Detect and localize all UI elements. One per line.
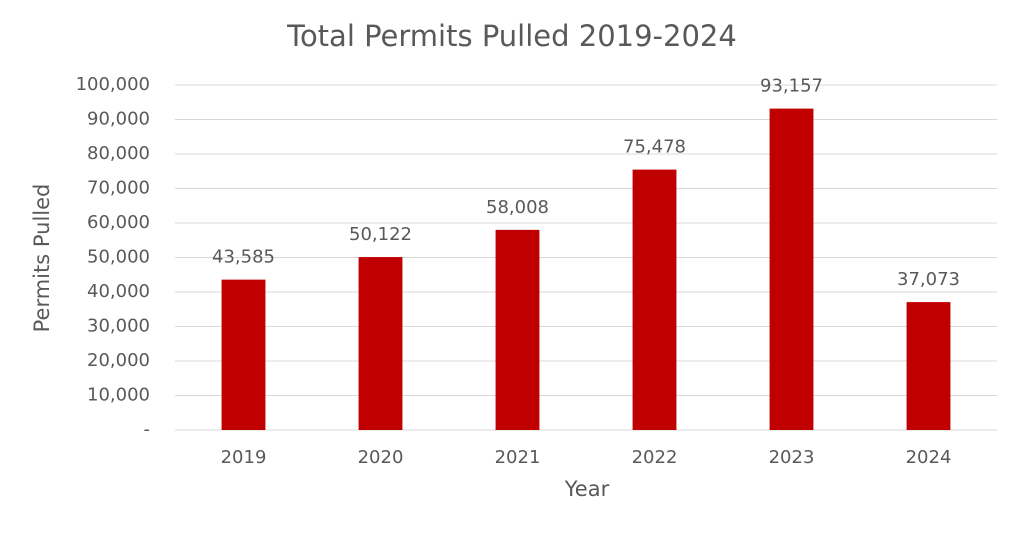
x-tick-label: 2024 — [906, 447, 952, 468]
y-tick-label: 80,000 — [87, 143, 150, 164]
y-tick-label: 90,000 — [87, 109, 150, 130]
y-tick-label: 30,000 — [87, 316, 150, 337]
y-tick-label: 60,000 — [87, 212, 150, 233]
y-tick-label: 20,000 — [87, 350, 150, 371]
x-tick-label: 2020 — [358, 447, 404, 468]
x-tick-label: 2022 — [632, 447, 678, 468]
x-tick-label: 2021 — [495, 447, 541, 468]
data-label: 43,585 — [212, 247, 275, 268]
data-label: 93,157 — [760, 76, 823, 97]
y-tick-label: 100,000 — [76, 74, 150, 95]
data-label: 75,478 — [623, 137, 686, 158]
data-label: 37,073 — [897, 269, 960, 290]
data-label: 58,008 — [486, 197, 549, 218]
data-label: 50,122 — [349, 224, 412, 245]
x-axis-title: Year — [564, 477, 610, 501]
x-tick-label: 2023 — [769, 447, 815, 468]
y-tick-label: - — [144, 419, 151, 440]
bar — [221, 279, 266, 430]
y-tick-label: 50,000 — [87, 247, 150, 268]
bar — [906, 302, 951, 430]
chart-title: Total Permits Pulled 2019-2024 — [286, 19, 737, 53]
y-tick-label: 40,000 — [87, 281, 150, 302]
y-tick-label: 10,000 — [87, 385, 150, 406]
bar — [495, 229, 540, 430]
bar — [769, 108, 814, 431]
bar — [632, 169, 677, 431]
bar — [358, 257, 403, 430]
y-axis-title: Permits Pulled — [30, 184, 54, 333]
x-tick-label: 2019 — [221, 447, 267, 468]
y-tick-label: 70,000 — [87, 178, 150, 199]
